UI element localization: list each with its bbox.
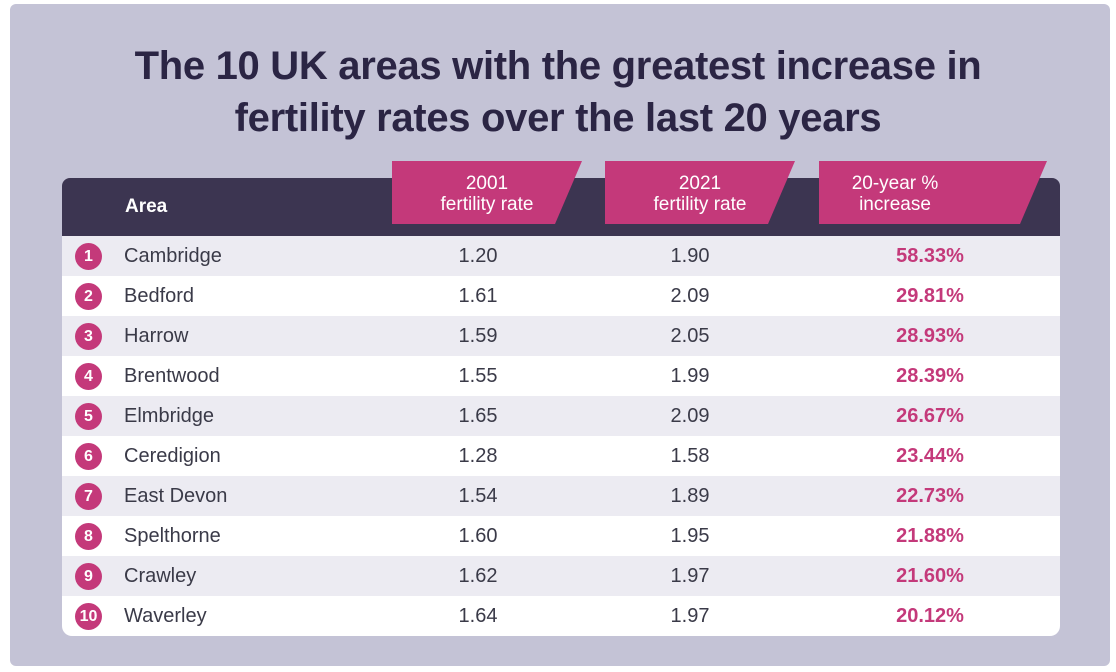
table-row: 7 East Devon 1.54 1.89 22.73% <box>62 476 1060 516</box>
header-tab-shape <box>605 161 795 224</box>
area-name: Spelthorne <box>124 525 221 547</box>
header-tab-shape <box>392 161 582 224</box>
table-row: 4 Brentwood 1.55 1.99 28.39% <box>62 356 1060 396</box>
rate-2021-cell: 1.89 <box>670 485 710 507</box>
column-header-2021: 2021 fertility rate <box>605 161 795 224</box>
table-row: 2 Bedford 1.61 2.09 29.81% <box>62 276 1060 316</box>
column-header-increase: 20-year % increase <box>819 161 1047 224</box>
rate-2021-cell: 2.05 <box>670 325 710 347</box>
rank-badge: 2 <box>75 283 102 310</box>
area-name: East Devon <box>124 485 228 507</box>
area-name: Harrow <box>124 325 189 347</box>
rate-2001-cell: 1.55 <box>458 365 498 387</box>
rate-2021-cell: 2.09 <box>670 405 710 427</box>
area-name: Ceredigion <box>124 445 221 467</box>
rate-2001-cell: 1.28 <box>458 445 498 467</box>
table-row: 6 Ceredigion 1.28 1.58 23.44% <box>62 436 1060 476</box>
column-header-area: Area <box>125 196 168 217</box>
rank-badge: 5 <box>75 403 102 430</box>
table-row: 5 Elmbridge 1.65 2.09 26.67% <box>62 396 1060 436</box>
table-row: 9 Crawley 1.62 1.97 21.60% <box>62 556 1060 596</box>
rate-2001-cell: 1.59 <box>458 325 498 347</box>
increase-cell: 22.73% <box>896 485 964 507</box>
rank-badge: 9 <box>75 563 102 590</box>
table-row: 8 Spelthorne 1.60 1.95 21.88% <box>62 516 1060 556</box>
header-tab-shape <box>819 161 1047 224</box>
rate-2001-cell: 1.54 <box>458 485 498 507</box>
rate-2021-cell: 1.58 <box>670 445 710 467</box>
rank-badge: 8 <box>75 523 102 550</box>
rank-badge: 4 <box>75 363 102 390</box>
rank-badge: 10 <box>75 603 102 630</box>
area-name: Cambridge <box>124 245 222 267</box>
increase-cell: 29.81% <box>896 285 964 307</box>
area-name: Brentwood <box>124 365 220 387</box>
rate-2021-cell: 1.99 <box>670 365 710 387</box>
rate-2001-cell: 1.60 <box>458 525 498 547</box>
rate-2021-cell: 2.09 <box>670 285 710 307</box>
rate-2021-cell: 1.90 <box>670 245 710 267</box>
rate-2021-cell: 1.97 <box>670 565 710 587</box>
column-header-increase-label: 20-year % increase <box>851 172 939 215</box>
increase-cell: 26.67% <box>896 405 964 427</box>
increase-cell: 58.33% <box>896 245 964 267</box>
chart-title: The 10 UK areas with the greatest increa… <box>134 44 982 140</box>
rank-badge: 7 <box>75 483 102 510</box>
increase-cell: 28.39% <box>896 365 964 387</box>
area-name: Waverley <box>124 605 207 627</box>
area-name: Elmbridge <box>124 405 215 427</box>
rate-2021-cell: 1.97 <box>670 605 710 627</box>
area-name: Crawley <box>124 565 197 587</box>
rate-2001-cell: 1.61 <box>458 285 498 307</box>
table-body: 1 Cambridge 1.20 1.90 58.33% 2 Bedford 1.61 2.09… <box>62 236 1060 636</box>
table-row: 3 Harrow 1.59 2.05 28.93% <box>62 316 1060 356</box>
column-header-2021-label: 2021 fertility rate <box>653 172 747 215</box>
area-name: Bedford <box>124 285 195 307</box>
table-row: 1 Cambridge 1.20 1.90 58.33% <box>62 236 1060 276</box>
increase-cell: 21.60% <box>896 565 964 587</box>
rate-2021-cell: 1.95 <box>670 525 710 547</box>
increase-cell: 28.93% <box>896 325 964 347</box>
table-row: 10 Waverley 1.64 1.97 20.12% <box>62 596 1060 636</box>
column-header-2001-label: 2001 fertility rate <box>440 172 534 215</box>
rate-2001-cell: 1.65 <box>458 405 498 427</box>
rate-2001-cell: 1.62 <box>458 565 498 587</box>
rate-2001-cell: 1.20 <box>458 245 498 267</box>
rate-2001-cell: 1.64 <box>458 605 498 627</box>
increase-cell: 20.12% <box>896 605 964 627</box>
increase-cell: 21.88% <box>896 525 964 547</box>
rank-badge: 1 <box>75 243 102 270</box>
rank-badge: 3 <box>75 323 102 350</box>
rank-badge: 6 <box>75 443 102 470</box>
increase-cell: 23.44% <box>896 445 964 467</box>
column-header-2001: 2001 fertility rate <box>392 161 582 224</box>
